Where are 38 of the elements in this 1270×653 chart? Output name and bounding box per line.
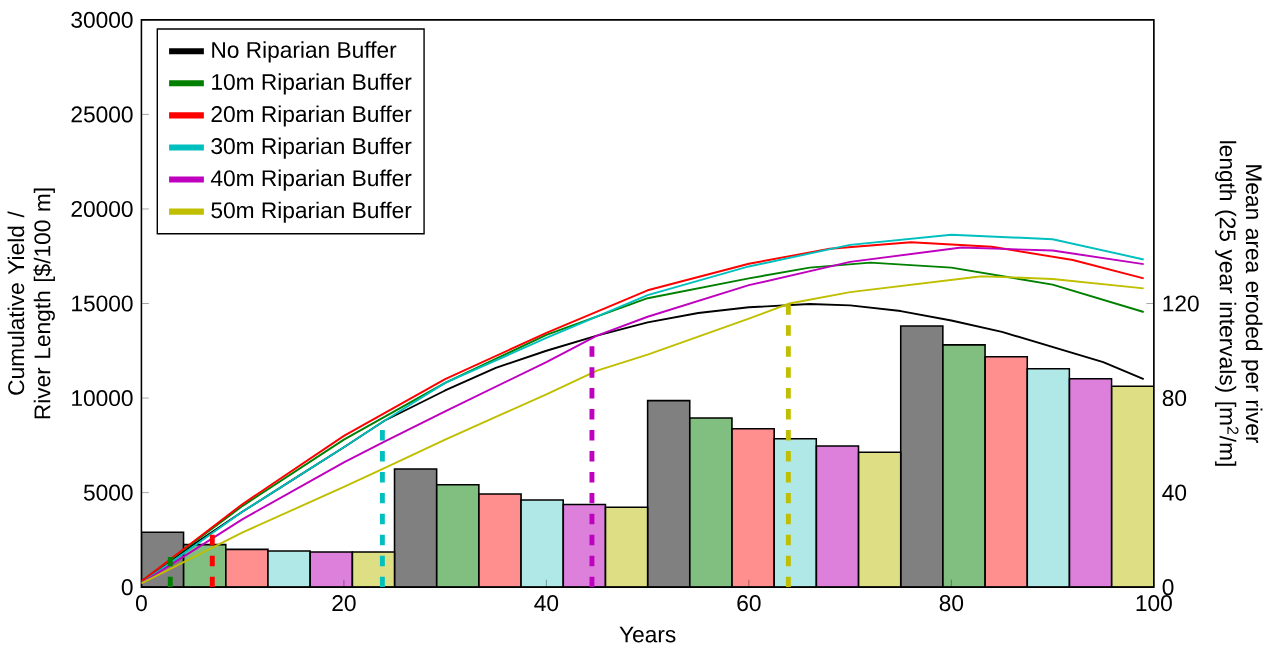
y2-tick-label: 40 — [1162, 484, 1187, 501]
bar — [309, 551, 354, 588]
legend-label: 10m Riparian Buffer — [212, 73, 412, 95]
bar — [393, 468, 438, 588]
y-tick-label: 25000 — [71, 106, 133, 123]
bar — [773, 438, 818, 588]
legend-label: 40m Riparian Buffer — [210, 169, 412, 191]
y-tick-label: 10000 — [72, 390, 133, 407]
bar — [1110, 385, 1154, 588]
bar — [1068, 378, 1113, 588]
bar — [857, 451, 902, 588]
y-tick-label: 5000 — [83, 484, 133, 501]
x-tick-label: 60 — [737, 595, 761, 612]
bar — [646, 400, 691, 588]
bar — [1026, 368, 1071, 588]
y2-tick-label: 80 — [1162, 390, 1187, 407]
x-tick-label: 40 — [534, 595, 559, 612]
legend-label: 30m Riparian Buffer — [211, 137, 412, 159]
x-tick-label: 0 — [135, 595, 147, 612]
x-tick-label: 20 — [332, 595, 356, 612]
x-tick-label: 80 — [939, 595, 964, 612]
y-tick-label: 20000 — [71, 201, 133, 218]
x-axis-title: Years — [619, 626, 676, 643]
bar — [815, 445, 860, 588]
legend-label: No Riparian Buffer — [212, 41, 397, 63]
y-tick-label: 30000 — [71, 11, 133, 29]
y-tick-label: 0 — [121, 579, 133, 596]
bar — [604, 506, 649, 588]
bar — [899, 325, 944, 588]
y2-tick-label: 120 — [1163, 295, 1199, 312]
y-tick-label: 15000 — [72, 295, 133, 312]
bar — [520, 499, 564, 588]
y-axis-title: Cumulative Yield / River Length [$/100 m] — [7, 188, 55, 419]
y2-axis-title: Mean area eroded per river length (25 year intervals) [m$^{2}$/m] — [1215, 141, 1263, 466]
x-tick-label: 100 — [1136, 595, 1172, 612]
legend-label: 50m Riparian Buffer — [211, 201, 412, 223]
y2-tick-label: 0 — [1162, 579, 1174, 596]
legend-label: 20m Riparian Buffer — [211, 105, 412, 127]
